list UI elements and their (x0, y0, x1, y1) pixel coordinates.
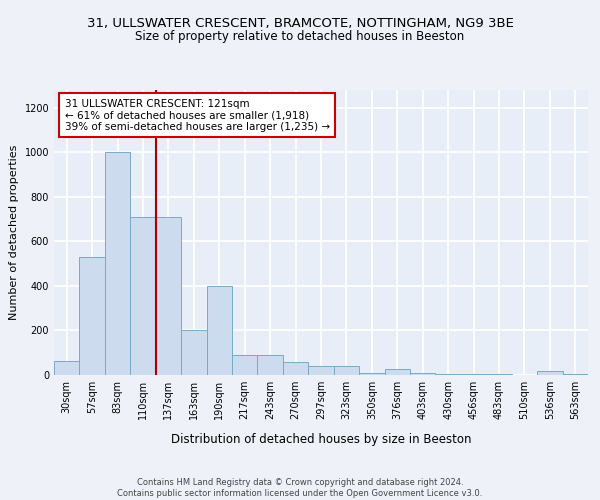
Bar (308, 366, 334, 375)
Bar (130, 217, 156, 375)
Text: 31 ULLSWATER CRESCENT: 121sqm
← 61% of detached houses are smaller (1,918)
39% o: 31 ULLSWATER CRESCENT: 121sqm ← 61% of d… (65, 98, 330, 132)
Text: Contains HM Land Registry data © Crown copyright and database right 2024.
Contai: Contains HM Land Registry data © Crown c… (118, 478, 482, 498)
Bar (486, 374, 512, 375)
Bar (79, 257, 105, 375)
Bar (257, 355, 283, 375)
Bar (436, 374, 461, 375)
Bar (385, 370, 410, 375)
Y-axis label: Number of detached properties: Number of detached properties (9, 145, 19, 320)
Bar (181, 330, 206, 375)
Text: Size of property relative to detached houses in Beeston: Size of property relative to detached ho… (136, 30, 464, 43)
Bar (283, 362, 308, 375)
Bar (156, 217, 181, 375)
Bar (461, 374, 486, 375)
Bar (206, 286, 232, 375)
Bar (410, 373, 436, 375)
Bar (359, 373, 385, 375)
Bar (334, 366, 359, 375)
Bar (232, 355, 257, 375)
Bar (54, 360, 79, 375)
Bar (105, 152, 130, 375)
Text: 31, ULLSWATER CRESCENT, BRAMCOTE, NOTTINGHAM, NG9 3BE: 31, ULLSWATER CRESCENT, BRAMCOTE, NOTTIN… (86, 18, 514, 30)
Bar (537, 370, 563, 375)
X-axis label: Distribution of detached houses by size in Beeston: Distribution of detached houses by size … (171, 433, 471, 446)
Bar (563, 374, 588, 375)
